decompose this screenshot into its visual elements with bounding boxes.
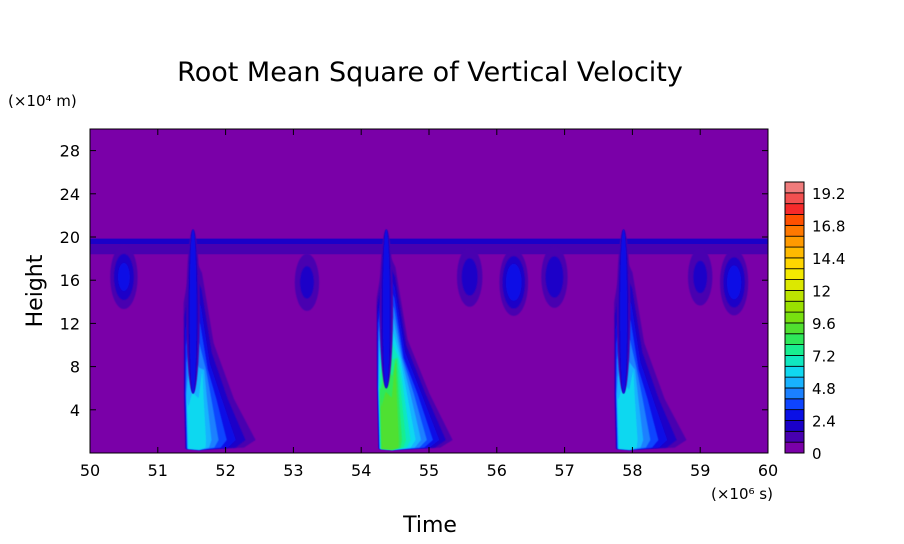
x-tick-label: 50 (80, 461, 100, 480)
colorbar-swatch (784, 192, 805, 205)
colorbar-swatch (784, 441, 805, 454)
x-axis: 50 51 52 53 54 55 56 57 58 59 60 (80, 129, 778, 480)
contour-region (380, 358, 399, 450)
colorbar-tick-label: 12 (812, 282, 831, 300)
x-tick-label: 60 (758, 461, 778, 480)
y-unit-label: (×10⁴ m) (8, 92, 77, 110)
colorbar-swatch (784, 300, 805, 313)
x-tick-label: 54 (351, 461, 371, 480)
colorbar-frame (784, 181, 805, 454)
y-tick-label: 4 (70, 401, 80, 420)
x-tick-label: 56 (487, 461, 507, 480)
colorbar-tick-label: 0 (812, 445, 822, 463)
colorbar-swatch (784, 268, 805, 280)
y-tick-label: 8 (70, 358, 80, 377)
colorbar-tick-label: 9.6 (812, 315, 836, 333)
x-tick-label: 55 (419, 461, 439, 480)
colorbar-swatch (784, 289, 805, 302)
contour-region (620, 229, 627, 394)
colorbar-swatch (784, 365, 805, 378)
colorbar-swatch (784, 203, 805, 215)
colorbar-swatch (784, 398, 805, 411)
colorbar-swatch (784, 246, 805, 259)
y-tick-label: 20 (60, 228, 80, 247)
colorbar-tick-label: 4.8 (812, 380, 836, 398)
contour-region (726, 265, 742, 300)
colorbar-tick-label: 2.4 (812, 412, 836, 430)
y-axis: 4 8 12 16 20 24 28 (60, 142, 768, 420)
colorbar-swatch (784, 355, 805, 367)
colorbar-swatch (784, 311, 805, 324)
colorbar-swatch (784, 387, 805, 400)
colorbar-swatch (784, 257, 805, 270)
x-unit-label: (×10⁶ s) (711, 485, 773, 503)
colorbar-swatch (784, 344, 805, 356)
x-tick-label: 52 (215, 461, 235, 480)
y-tick-label: 12 (60, 314, 80, 333)
colorbar-tick-label: 14.4 (812, 250, 845, 268)
contour-region (117, 262, 130, 292)
colorbar-swatch (784, 279, 805, 291)
x-tick-label: 57 (554, 461, 574, 480)
y-tick-label: 16 (60, 271, 80, 290)
contour-region (505, 263, 522, 301)
y-tick-label: 28 (60, 142, 80, 161)
colorbar-swatch (784, 420, 805, 432)
y-tick-label: 24 (60, 185, 80, 204)
colorbar-swatch (784, 224, 805, 237)
tropopause-band (90, 244, 768, 255)
x-axis-title: Time (402, 513, 457, 538)
contour-region (186, 369, 206, 450)
colorbar-swatch (784, 409, 805, 421)
colorbar-tick-label: 19.2 (812, 185, 845, 203)
x-tick-label: 59 (690, 461, 710, 480)
y-axis-title: Height (23, 254, 48, 327)
colorbar-swatch (784, 235, 805, 248)
colorbar-swatch (784, 333, 805, 346)
plot-area (90, 129, 768, 453)
colorbar-tick-label: 7.2 (812, 347, 836, 365)
colorbar: 0 2.4 4.8 7.2 9.6 12 14.4 16.8 19.2 (784, 181, 845, 463)
colorbar-swatch (784, 322, 805, 335)
tropopause-band (90, 238, 768, 245)
contour-region (189, 229, 197, 394)
contour-region (693, 260, 707, 294)
contour-region (545, 256, 564, 298)
colorbar-swatch (784, 214, 805, 226)
colorbar-swatch (784, 376, 805, 389)
contour-region (461, 258, 478, 296)
colorbar-swatch (784, 181, 805, 194)
chart-title: Root Mean Square of Vertical Velocity (177, 57, 683, 88)
colorbar-tick-label: 16.8 (812, 217, 845, 235)
contour-region (300, 266, 314, 299)
colorbar-swatch (784, 430, 805, 443)
contour-region (382, 229, 390, 389)
x-tick-label: 53 (283, 461, 303, 480)
x-tick-label: 58 (622, 461, 642, 480)
x-tick-label: 51 (148, 461, 168, 480)
